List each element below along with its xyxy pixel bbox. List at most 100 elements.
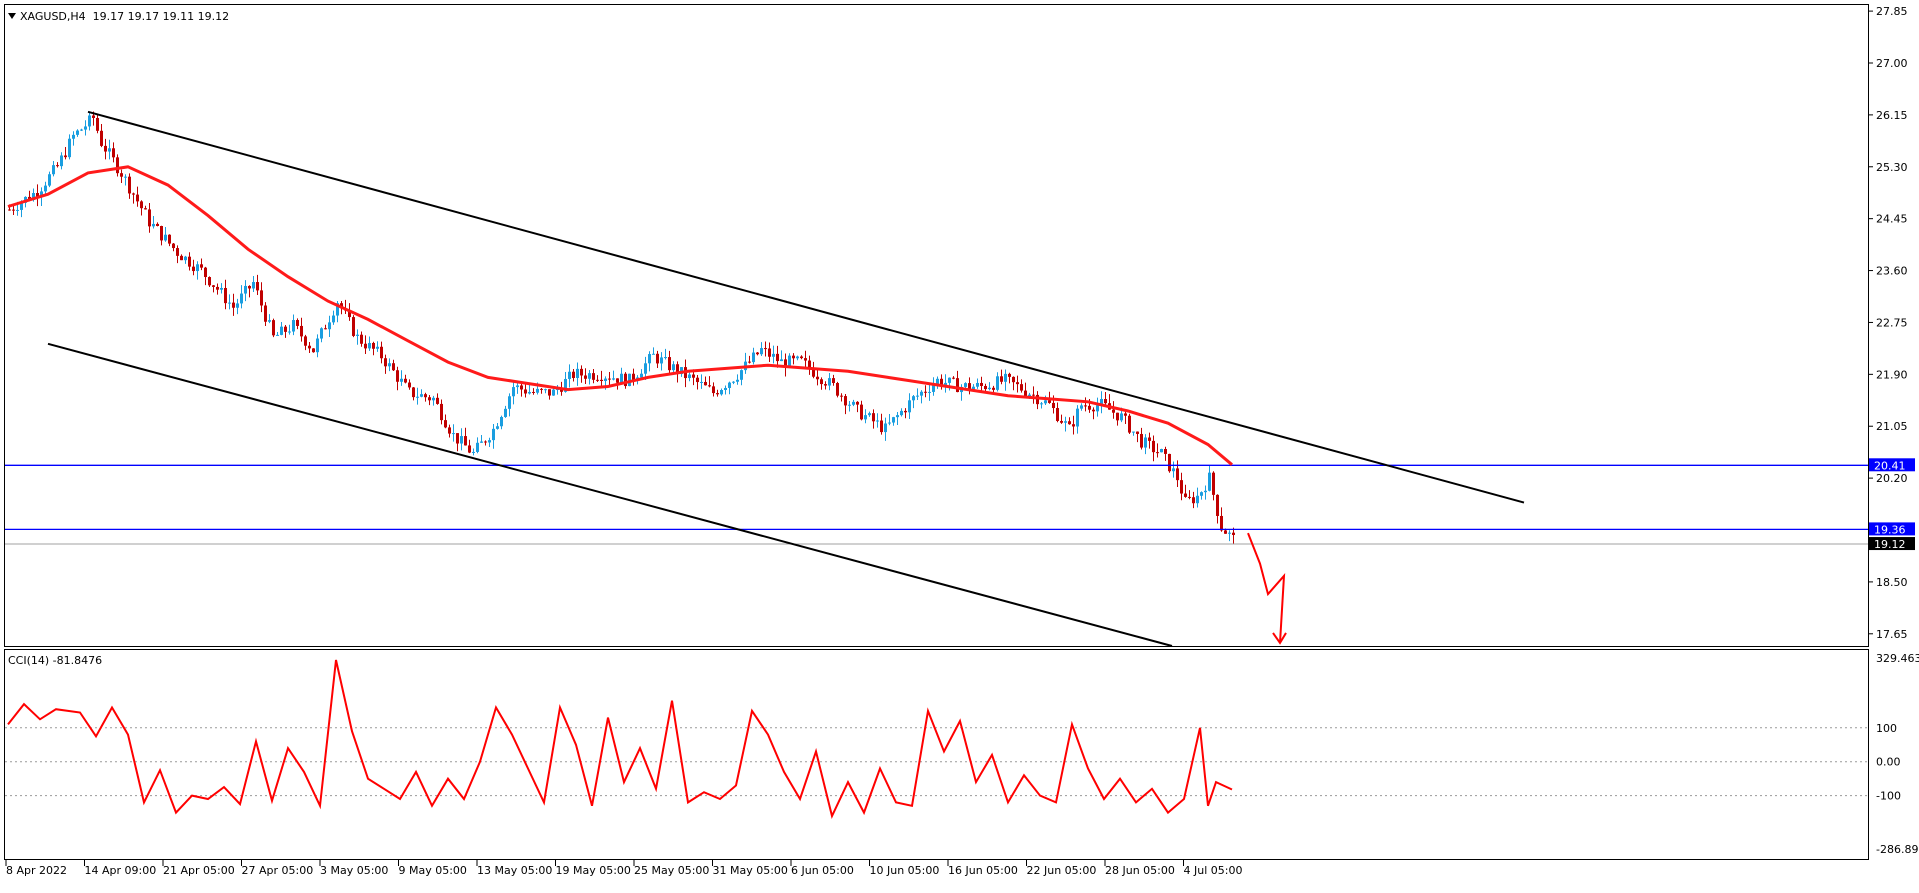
candle-body — [1056, 408, 1059, 421]
candle-body — [416, 396, 419, 398]
candle-body — [368, 342, 371, 349]
time-tick-label: 9 May 05:00 — [399, 864, 467, 877]
candle-body — [1168, 453, 1171, 472]
candle-body — [768, 348, 771, 357]
time-tick-label: 28 Jun 05:00 — [1105, 864, 1175, 877]
price-tick-label: 17.65 — [1876, 628, 1908, 641]
candle-body — [160, 226, 163, 241]
candle-body — [388, 363, 391, 367]
candle-body — [180, 255, 183, 261]
candle-body — [312, 348, 315, 353]
level-price-tag — [1869, 458, 1915, 472]
candle-body — [700, 381, 703, 383]
candle-body — [740, 370, 743, 380]
candle-body — [596, 379, 599, 381]
candle-body — [708, 385, 711, 387]
candle-body — [436, 397, 439, 404]
candle-body — [692, 374, 695, 378]
symbol-header[interactable]: XAGUSD,H4 19.17 19.17 19.11 19.12 — [8, 10, 229, 23]
candle-body — [1232, 532, 1235, 536]
price-tick-label: 27.85 — [1876, 5, 1908, 18]
candle-body — [1028, 394, 1031, 396]
candle-body — [548, 389, 551, 396]
candle-body — [968, 383, 971, 390]
candle-body — [1036, 394, 1039, 405]
candle-body — [92, 115, 95, 118]
candle-body — [1048, 400, 1051, 403]
level-price-label: 19.36 — [1874, 523, 1906, 536]
candle-body — [444, 420, 447, 428]
cci-tick-label: -286.899 — [1876, 843, 1919, 856]
candle-body — [844, 396, 847, 406]
candle-body — [1148, 437, 1151, 441]
candle-body — [1196, 495, 1199, 504]
time-tick-label: 19 May 05:00 — [556, 864, 631, 877]
candle-body — [68, 138, 71, 158]
candle-body — [884, 423, 887, 433]
candle-body — [728, 382, 731, 388]
candle-body — [452, 433, 455, 435]
channel-trendline — [47, 342, 1173, 647]
candle-body — [316, 338, 319, 353]
candle-body — [1120, 413, 1123, 421]
candle-body — [1144, 437, 1147, 448]
candle-body — [428, 397, 431, 401]
candle-body — [604, 378, 607, 382]
candle-body — [532, 391, 535, 393]
candle-body — [308, 345, 311, 349]
candle-body — [1216, 494, 1219, 516]
candle-body — [304, 336, 307, 346]
candle-body — [136, 194, 139, 202]
candle-body — [332, 315, 335, 323]
candle-body — [336, 303, 339, 316]
candle-body — [196, 264, 199, 272]
candle-body — [648, 354, 651, 364]
cci-tick-label: 329.463 — [1876, 652, 1919, 665]
time-tick-label: 8 Apr 2022 — [6, 864, 67, 877]
candle-body — [184, 256, 187, 261]
cci-tick-label: 0.00 — [1876, 756, 1901, 769]
candle-body — [492, 428, 495, 441]
candle-body — [936, 378, 939, 385]
candle-body — [8, 209, 11, 211]
candle-body — [1172, 468, 1175, 472]
cci-tick-label: 100 — [1876, 722, 1897, 735]
candle-body — [860, 404, 863, 420]
candle-body — [560, 389, 563, 392]
candle-body — [56, 165, 59, 167]
triangle-down-icon[interactable] — [8, 13, 16, 19]
candle-body — [84, 126, 87, 130]
candle-body — [100, 130, 103, 146]
candle-body — [1016, 382, 1019, 385]
candle-body — [480, 441, 483, 443]
candle-body — [932, 384, 935, 392]
candle-body — [176, 248, 179, 256]
candle-body — [1064, 421, 1067, 423]
candle-body — [568, 371, 571, 379]
candle-body — [1176, 468, 1179, 481]
candle-body — [44, 185, 47, 192]
candle-body — [828, 378, 831, 386]
candle-body — [40, 191, 43, 198]
candle-body — [644, 363, 647, 374]
candle-body — [244, 285, 247, 294]
channel-trendline — [87, 110, 1525, 504]
time-tick-label: 13 May 05:00 — [477, 864, 552, 877]
candle-body — [1164, 449, 1167, 454]
candle-body — [540, 388, 543, 390]
candle-body — [12, 209, 15, 211]
candle-body — [1052, 402, 1055, 409]
candle-body — [528, 391, 531, 394]
candle-body — [204, 267, 207, 278]
candle-body — [220, 287, 223, 290]
candle-body — [156, 223, 159, 227]
candle-body — [320, 328, 323, 339]
candle-body — [448, 427, 451, 434]
candle-body — [904, 410, 907, 413]
candle-body — [736, 379, 739, 382]
moving-average-line — [7, 165, 1233, 466]
candle-body — [424, 394, 427, 398]
candle-body — [1136, 431, 1139, 434]
